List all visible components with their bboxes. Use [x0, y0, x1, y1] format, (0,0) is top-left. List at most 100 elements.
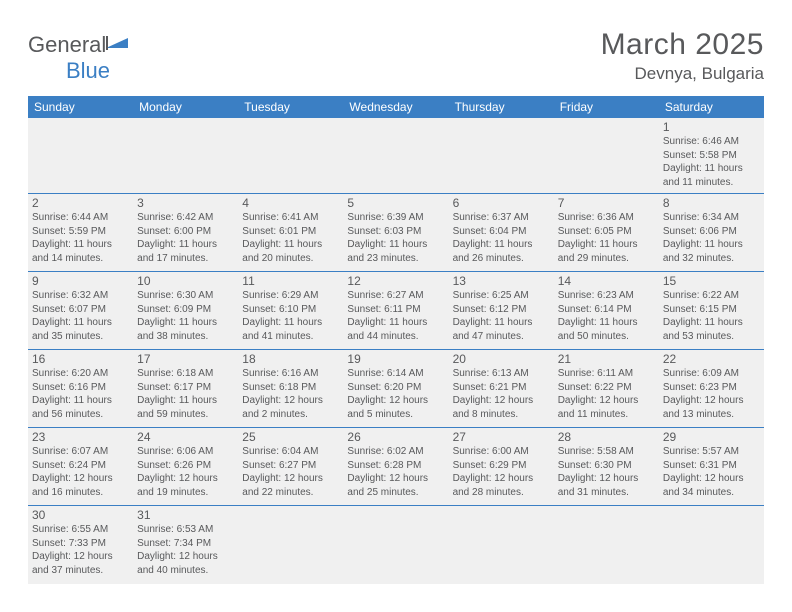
- day-cell: [343, 506, 448, 584]
- day-info: Sunrise: 6:36 AMSunset: 6:05 PMDaylight:…: [558, 211, 655, 265]
- day-cell: 21Sunrise: 6:11 AMSunset: 6:22 PMDayligh…: [554, 350, 659, 428]
- sunset-text: Sunset: 6:09 PM: [137, 303, 234, 317]
- sunset-text: Sunset: 6:31 PM: [663, 459, 760, 473]
- sunset-text: Sunset: 6:04 PM: [453, 225, 550, 239]
- day-cell: [238, 506, 343, 584]
- day-info: Sunrise: 6:02 AMSunset: 6:28 PMDaylight:…: [347, 445, 444, 499]
- sunrise-text: Sunrise: 6:00 AM: [453, 445, 550, 459]
- day-number: 23: [32, 430, 129, 444]
- day-number: 31: [137, 508, 234, 522]
- daylight-text-2: and 53 minutes.: [663, 330, 760, 344]
- sunset-text: Sunset: 6:07 PM: [32, 303, 129, 317]
- daylight-text-1: Daylight: 12 hours: [663, 472, 760, 486]
- daylight-text-1: Daylight: 11 hours: [137, 238, 234, 252]
- day-info: Sunrise: 6:46 AMSunset: 5:58 PMDaylight:…: [663, 135, 760, 189]
- day-info: Sunrise: 6:04 AMSunset: 6:27 PMDaylight:…: [242, 445, 339, 499]
- day-number: 19: [347, 352, 444, 366]
- sunset-text: Sunset: 5:59 PM: [32, 225, 129, 239]
- day-cell: 16Sunrise: 6:20 AMSunset: 6:16 PMDayligh…: [28, 350, 133, 428]
- day-number: 18: [242, 352, 339, 366]
- day-number: 16: [32, 352, 129, 366]
- daylight-text-1: Daylight: 11 hours: [347, 238, 444, 252]
- day-number: 3: [137, 196, 234, 210]
- sunset-text: Sunset: 6:27 PM: [242, 459, 339, 473]
- daylight-text-1: Daylight: 11 hours: [242, 316, 339, 330]
- day-cell: 22Sunrise: 6:09 AMSunset: 6:23 PMDayligh…: [659, 350, 764, 428]
- day-info: Sunrise: 6:42 AMSunset: 6:00 PMDaylight:…: [137, 211, 234, 265]
- daylight-text-1: Daylight: 11 hours: [32, 316, 129, 330]
- week-row: 30Sunrise: 6:55 AMSunset: 7:33 PMDayligh…: [28, 506, 764, 584]
- sunrise-text: Sunrise: 6:44 AM: [32, 211, 129, 225]
- day-info: Sunrise: 6:18 AMSunset: 6:17 PMDaylight:…: [137, 367, 234, 421]
- page-title: March 2025: [601, 28, 764, 62]
- day-info: Sunrise: 6:16 AMSunset: 6:18 PMDaylight:…: [242, 367, 339, 421]
- daylight-text-1: Daylight: 12 hours: [558, 472, 655, 486]
- sunset-text: Sunset: 6:03 PM: [347, 225, 444, 239]
- daylight-text-1: Daylight: 12 hours: [453, 394, 550, 408]
- week-row: 16Sunrise: 6:20 AMSunset: 6:16 PMDayligh…: [28, 350, 764, 428]
- day-info: Sunrise: 6:00 AMSunset: 6:29 PMDaylight:…: [453, 445, 550, 499]
- daylight-text-1: Daylight: 12 hours: [32, 550, 129, 564]
- week-row: 2Sunrise: 6:44 AMSunset: 5:59 PMDaylight…: [28, 194, 764, 272]
- daylight-text-2: and 2 minutes.: [242, 408, 339, 422]
- sunset-text: Sunset: 6:06 PM: [663, 225, 760, 239]
- day-number: 7: [558, 196, 655, 210]
- sunrise-text: Sunrise: 6:37 AM: [453, 211, 550, 225]
- sunset-text: Sunset: 6:17 PM: [137, 381, 234, 395]
- day-cell: 18Sunrise: 6:16 AMSunset: 6:18 PMDayligh…: [238, 350, 343, 428]
- sunrise-text: Sunrise: 6:06 AM: [137, 445, 234, 459]
- day-header: Saturday: [659, 96, 764, 118]
- day-cell: [554, 118, 659, 194]
- day-info: Sunrise: 6:34 AMSunset: 6:06 PMDaylight:…: [663, 211, 760, 265]
- day-cell: 17Sunrise: 6:18 AMSunset: 6:17 PMDayligh…: [133, 350, 238, 428]
- sunrise-text: Sunrise: 6:39 AM: [347, 211, 444, 225]
- daylight-text-1: Daylight: 12 hours: [663, 394, 760, 408]
- daylight-text-2: and 47 minutes.: [453, 330, 550, 344]
- sunrise-text: Sunrise: 5:58 AM: [558, 445, 655, 459]
- daylight-text-1: Daylight: 12 hours: [32, 472, 129, 486]
- day-cell: 12Sunrise: 6:27 AMSunset: 6:11 PMDayligh…: [343, 272, 448, 350]
- day-number: 22: [663, 352, 760, 366]
- logo-text-1: General: [28, 32, 106, 57]
- day-number: 1: [663, 120, 760, 134]
- day-number: 27: [453, 430, 550, 444]
- day-number: 28: [558, 430, 655, 444]
- day-info: Sunrise: 6:30 AMSunset: 6:09 PMDaylight:…: [137, 289, 234, 343]
- day-info: Sunrise: 6:37 AMSunset: 6:04 PMDaylight:…: [453, 211, 550, 265]
- daylight-text-2: and 5 minutes.: [347, 408, 444, 422]
- day-info: Sunrise: 6:53 AMSunset: 7:34 PMDaylight:…: [137, 523, 234, 577]
- daylight-text-1: Daylight: 11 hours: [663, 162, 760, 176]
- sunrise-text: Sunrise: 6:55 AM: [32, 523, 129, 537]
- daylight-text-1: Daylight: 11 hours: [453, 238, 550, 252]
- daylight-text-2: and 13 minutes.: [663, 408, 760, 422]
- day-info: Sunrise: 6:13 AMSunset: 6:21 PMDaylight:…: [453, 367, 550, 421]
- sunset-text: Sunset: 6:23 PM: [663, 381, 760, 395]
- daylight-text-2: and 40 minutes.: [137, 564, 234, 578]
- day-cell: [133, 118, 238, 194]
- sunrise-text: Sunrise: 5:57 AM: [663, 445, 760, 459]
- sunrise-text: Sunrise: 6:09 AM: [663, 367, 760, 381]
- day-number: 4: [242, 196, 339, 210]
- daylight-text-2: and 59 minutes.: [137, 408, 234, 422]
- day-number: 11: [242, 274, 339, 288]
- daylight-text-2: and 56 minutes.: [32, 408, 129, 422]
- day-cell: 1Sunrise: 6:46 AMSunset: 5:58 PMDaylight…: [659, 118, 764, 194]
- flag-icon: [106, 32, 132, 58]
- daylight-text-2: and 20 minutes.: [242, 252, 339, 266]
- day-cell: [343, 118, 448, 194]
- day-cell: 27Sunrise: 6:00 AMSunset: 6:29 PMDayligh…: [449, 428, 554, 506]
- day-cell: 11Sunrise: 6:29 AMSunset: 6:10 PMDayligh…: [238, 272, 343, 350]
- day-info: Sunrise: 6:23 AMSunset: 6:14 PMDaylight:…: [558, 289, 655, 343]
- day-info: Sunrise: 5:57 AMSunset: 6:31 PMDaylight:…: [663, 445, 760, 499]
- day-cell: 7Sunrise: 6:36 AMSunset: 6:05 PMDaylight…: [554, 194, 659, 272]
- sunset-text: Sunset: 6:28 PM: [347, 459, 444, 473]
- day-number: 6: [453, 196, 550, 210]
- day-cell: 8Sunrise: 6:34 AMSunset: 6:06 PMDaylight…: [659, 194, 764, 272]
- day-cell: [28, 118, 133, 194]
- day-number: 17: [137, 352, 234, 366]
- daylight-text-2: and 14 minutes.: [32, 252, 129, 266]
- sunrise-text: Sunrise: 6:13 AM: [453, 367, 550, 381]
- day-header: Wednesday: [343, 96, 448, 118]
- daylight-text-1: Daylight: 11 hours: [32, 238, 129, 252]
- sunset-text: Sunset: 5:58 PM: [663, 149, 760, 163]
